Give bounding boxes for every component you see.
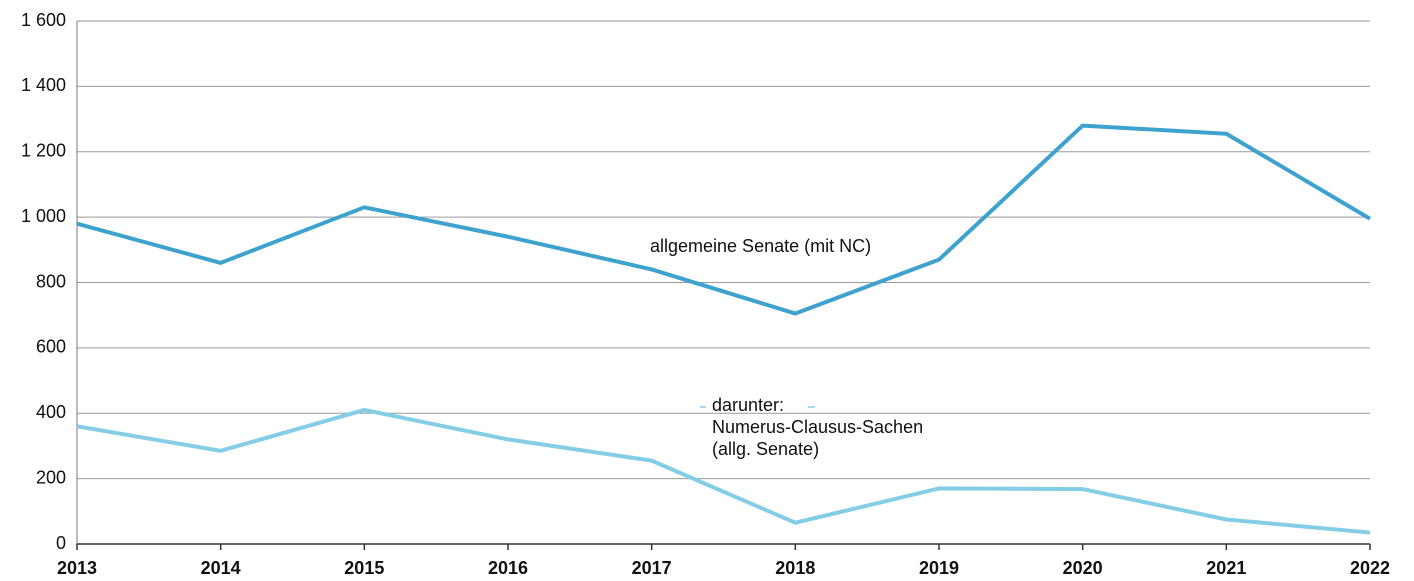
y-tick-label: 0 [56, 533, 66, 553]
x-tick-label: 2017 [632, 558, 672, 578]
series-line [76, 123, 1372, 316]
x-tick-label: 2018 [775, 558, 815, 578]
x-tick-label: 2016 [488, 558, 528, 578]
y-tick-label: 200 [36, 467, 66, 487]
series-label: darunter: [712, 395, 784, 415]
y-tick-label: 1 200 [21, 141, 66, 161]
x-tick-label: 2020 [1063, 558, 1103, 578]
x-tick-label: 2013 [57, 558, 97, 578]
y-tick-label: 800 [36, 271, 66, 291]
x-tick-label: 2015 [344, 558, 384, 578]
series-label: Numerus-Clausus-Sachen [712, 417, 923, 437]
x-tick-label: 2021 [1206, 558, 1246, 578]
y-tick-label: 1 000 [21, 206, 66, 226]
y-tick-label: 1 600 [21, 10, 66, 30]
series-line [76, 407, 1371, 535]
y-tick-label: 600 [36, 337, 66, 357]
series-label: allgemeine Senate (mit NC) [650, 236, 871, 256]
series-label: (allg. Senate) [712, 439, 819, 459]
x-tick-label: 2022 [1350, 558, 1390, 578]
y-tick-label: 400 [36, 402, 66, 422]
x-tick-label: 2014 [201, 558, 241, 578]
x-tick-label: 2019 [919, 558, 959, 578]
y-tick-label: 1 400 [21, 75, 66, 95]
